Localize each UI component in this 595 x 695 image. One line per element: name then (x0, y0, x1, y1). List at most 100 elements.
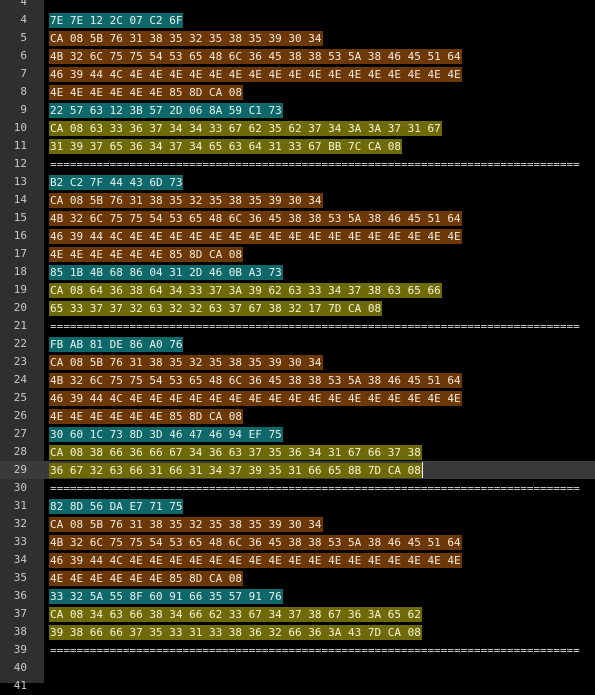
separator-line[interactable]: 39 ======================================… (0, 641, 595, 659)
hex-bytes: CA 08 5B 76 31 38 35 32 35 38 35 39 30 3… (49, 355, 323, 370)
separator-text: ========================================… (50, 482, 580, 495)
hex-bytes: 4E 4E 4E 4E 4E 4E 85 8D CA 08 (49, 409, 244, 424)
editor-line[interactable]: 34 46 39 44 4C 4E 4E 4E 4E 4E 4E 4E 4E 4E… (0, 551, 595, 569)
editor-line[interactable]: 10 CA 08 63 33 36 37 34 34 33 67 62 35 62… (0, 119, 595, 137)
separator-text: ========================================… (50, 320, 580, 333)
hex-bytes: 31 39 37 65 36 34 37 34 65 63 64 31 33 6… (49, 139, 402, 154)
line-number: 35 (13, 571, 27, 584)
editor-line[interactable]: 11 31 39 37 65 36 34 37 34 65 63 64 31 33… (0, 137, 595, 155)
hex-bytes: CA 08 34 63 66 38 34 66 62 33 67 34 37 3… (49, 607, 422, 622)
editor-line[interactable]: 22 FB AB 81 DE 86 A0 76 (0, 335, 595, 353)
editor-line[interactable]: 4 (0, 0, 595, 11)
hex-bytes: 4E 4E 4E 4E 4E 4E 85 8D CA 08 (49, 247, 244, 262)
hex-bytes: 4B 32 6C 75 75 54 53 65 48 6C 36 45 38 3… (49, 211, 462, 226)
line-number: 16 (13, 229, 27, 242)
line-number: 11 (13, 139, 27, 152)
line-number: 22 (13, 337, 27, 350)
hex-bytes: 4B 32 6C 75 75 54 53 65 48 6C 36 45 38 3… (49, 49, 462, 64)
hex-bytes: CA 08 5B 76 31 38 35 32 35 38 35 39 30 3… (49, 193, 323, 208)
editor-line[interactable]: 23 CA 08 5B 76 31 38 35 32 35 38 35 39 30… (0, 353, 595, 371)
hex-bytes: 85 1B 4B 68 86 04 31 2D 46 0B A3 73 (49, 265, 283, 280)
editor-line[interactable]: 6 4B 32 6C 75 75 54 53 65 48 6C 36 45 38 … (0, 47, 595, 65)
hex-bytes: 39 38 66 66 37 35 33 31 33 38 36 32 66 3… (49, 625, 422, 640)
line-number: 4 (20, 0, 27, 8)
hex-bytes: 82 8D 56 DA E7 71 75 (49, 499, 184, 514)
editor-line[interactable]: 35 4E 4E 4E 4E 4E 4E 85 8D CA 08 (0, 569, 595, 587)
editor-line[interactable]: 18 85 1B 4B 68 86 04 31 2D 46 0B A3 73 (0, 263, 595, 281)
line-number: 33 (13, 535, 27, 548)
editor-line[interactable]: 40 (0, 659, 595, 677)
hex-bytes: 4E 4E 4E 4E 4E 4E 85 8D CA 08 (49, 571, 244, 586)
editor-line[interactable]: 41 (0, 677, 595, 695)
line-number: 34 (13, 553, 27, 566)
line-number: 38 (13, 625, 27, 638)
editor-line[interactable]: 27 30 60 1C 73 8D 3D 46 47 46 94 EF 75 (0, 425, 595, 443)
hex-bytes: 46 39 44 4C 4E 4E 4E 4E 4E 4E 4E 4E 4E 4… (49, 391, 462, 406)
line-number: 26 (13, 409, 27, 422)
editor-line[interactable]: 31 82 8D 56 DA E7 71 75 (0, 497, 595, 515)
hex-bytes: CA 08 5B 76 31 38 35 32 35 38 35 39 30 3… (49, 517, 323, 532)
editor-line[interactable]: 8 4E 4E 4E 4E 4E 4E 85 8D CA 08 (0, 83, 595, 101)
line-number: 37 (13, 607, 27, 620)
editor-line[interactable]: 5 CA 08 5B 76 31 38 35 32 35 38 35 39 30 … (0, 29, 595, 47)
line-number: 9 (20, 103, 27, 116)
hex-bytes: 4B 32 6C 75 75 54 53 65 48 6C 36 45 38 3… (49, 373, 462, 388)
line-number: 6 (20, 49, 27, 62)
editor-line[interactable]: 26 4E 4E 4E 4E 4E 4E 85 8D CA 08 (0, 407, 595, 425)
line-number: 4 (20, 13, 27, 26)
hex-bytes: 46 39 44 4C 4E 4E 4E 4E 4E 4E 4E 4E 4E 4… (49, 553, 462, 568)
line-number: 29 (13, 463, 27, 476)
editor-line[interactable]: 25 46 39 44 4C 4E 4E 4E 4E 4E 4E 4E 4E 4E… (0, 389, 595, 407)
line-number: 25 (13, 391, 27, 404)
line-number: 14 (13, 193, 27, 206)
line-number: 28 (13, 445, 27, 458)
editor-line[interactable]: 37 CA 08 34 63 66 38 34 66 62 33 67 34 37… (0, 605, 595, 623)
editor-line[interactable]: 20 65 33 37 37 32 63 32 32 63 37 67 38 32… (0, 299, 595, 317)
line-number: 27 (13, 427, 27, 440)
hex-bytes: B2 C2 7F 44 43 6D 73 (49, 175, 184, 190)
separator-line[interactable]: 12 ======================================… (0, 155, 595, 173)
editor-line[interactable]: 28 CA 08 38 66 36 66 67 34 36 63 37 35 36… (0, 443, 595, 461)
line-number: 23 (13, 355, 27, 368)
hex-bytes: 22 57 63 12 3B 57 2D 06 8A 59 C1 73 (49, 103, 283, 118)
line-number: 7 (20, 67, 27, 80)
line-number: 21 (13, 319, 27, 332)
editor-line[interactable]: 29 36 67 32 63 66 31 66 31 34 37 39 35 31… (0, 461, 595, 479)
editor-line[interactable]: 19 CA 08 64 36 38 64 34 33 37 3A 39 62 63… (0, 281, 595, 299)
line-number: 41 (13, 679, 27, 692)
editor-line[interactable]: 4 7E 7E 12 2C 07 C2 6F (0, 11, 595, 29)
separator-line[interactable]: 21 ======================================… (0, 317, 595, 335)
editor-line[interactable]: 38 39 38 66 66 37 35 33 31 33 38 36 32 66… (0, 623, 595, 641)
hex-bytes: 30 60 1C 73 8D 3D 46 47 46 94 EF 75 (49, 427, 283, 442)
hex-bytes: CA 08 5B 76 31 38 35 32 35 38 35 39 30 3… (49, 31, 323, 46)
line-number: 8 (20, 85, 27, 98)
line-number: 36 (13, 589, 27, 602)
line-number: 20 (13, 301, 27, 314)
line-number: 30 (13, 481, 27, 494)
editor-line[interactable]: 7 46 39 44 4C 4E 4E 4E 4E 4E 4E 4E 4E 4E … (0, 65, 595, 83)
separator-line[interactable]: 30 ======================================… (0, 479, 595, 497)
editor-line[interactable]: 36 33 32 5A 55 8F 60 91 66 35 57 91 76 (0, 587, 595, 605)
hex-bytes: 46 39 44 4C 4E 4E 4E 4E 4E 4E 4E 4E 4E 4… (49, 67, 462, 82)
editor-line[interactable]: 24 4B 32 6C 75 75 54 53 65 48 6C 36 45 38… (0, 371, 595, 389)
separator-text: ========================================… (50, 644, 580, 657)
editor-line[interactable]: 9 22 57 63 12 3B 57 2D 06 8A 59 C1 73 (0, 101, 595, 119)
line-number: 13 (13, 175, 27, 188)
editor-line[interactable]: 14 CA 08 5B 76 31 38 35 32 35 38 35 39 30… (0, 191, 595, 209)
hex-bytes: 36 67 32 63 66 31 66 31 34 37 39 35 31 6… (49, 463, 422, 478)
editor-line[interactable]: 33 4B 32 6C 75 75 54 53 65 48 6C 36 45 38… (0, 533, 595, 551)
editor-line[interactable]: 15 4B 32 6C 75 75 54 53 65 48 6C 36 45 38… (0, 209, 595, 227)
line-number: 40 (13, 661, 27, 674)
line-number: 39 (13, 643, 27, 656)
hex-bytes: 4B 32 6C 75 75 54 53 65 48 6C 36 45 38 3… (49, 535, 462, 550)
editor-line[interactable]: 17 4E 4E 4E 4E 4E 4E 85 8D CA 08 (0, 245, 595, 263)
hex-bytes: CA 08 64 36 38 64 34 33 37 3A 39 62 63 3… (49, 283, 442, 298)
editor-line[interactable]: 16 46 39 44 4C 4E 4E 4E 4E 4E 4E 4E 4E 4E… (0, 227, 595, 245)
hex-bytes: 4E 4E 4E 4E 4E 4E 85 8D CA 08 (49, 85, 244, 100)
hex-bytes: FB AB 81 DE 86 A0 76 (49, 337, 184, 352)
editor-line[interactable]: 32 CA 08 5B 76 31 38 35 32 35 38 35 39 30… (0, 515, 595, 533)
hex-bytes: 46 39 44 4C 4E 4E 4E 4E 4E 4E 4E 4E 4E 4… (49, 229, 462, 244)
editor-line[interactable]: 13 B2 C2 7F 44 43 6D 73 (0, 173, 595, 191)
